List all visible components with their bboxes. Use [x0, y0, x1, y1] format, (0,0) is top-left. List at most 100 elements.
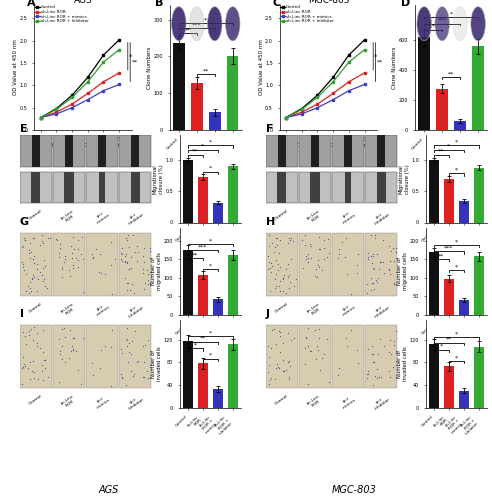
Text: *: *	[455, 332, 458, 336]
Point	[284, 239, 292, 247]
Text: sh+
mimics: sh+ mimics	[339, 394, 357, 409]
Point	[89, 370, 96, 378]
Point	[389, 362, 397, 370]
Point	[379, 236, 387, 244]
Point	[144, 270, 152, 278]
Point	[392, 244, 400, 252]
Point	[74, 245, 82, 253]
Text: sh+
Inhibitor: sh+ Inhibitor	[371, 394, 391, 411]
Point	[139, 269, 147, 277]
Point	[125, 339, 133, 347]
Bar	[183, 250, 192, 315]
Point	[364, 370, 371, 378]
Point	[387, 350, 395, 358]
Point	[133, 242, 141, 250]
Point	[68, 254, 76, 262]
Point	[89, 358, 96, 366]
Point	[67, 249, 75, 257]
Point	[284, 358, 292, 366]
Point	[25, 290, 33, 298]
Point	[369, 381, 377, 389]
Point	[392, 350, 400, 358]
Point	[117, 370, 124, 378]
Point	[272, 364, 279, 372]
Point	[369, 279, 377, 287]
Bar	[376, 172, 386, 203]
Point	[66, 272, 74, 280]
Point	[279, 340, 287, 347]
Point	[318, 354, 326, 362]
Point	[33, 287, 41, 295]
Bar	[120, 172, 151, 203]
Point	[371, 232, 379, 239]
Point	[127, 368, 135, 376]
Point	[46, 234, 54, 242]
Bar	[86, 135, 118, 166]
Point	[31, 252, 38, 260]
Point	[77, 380, 85, 388]
Point	[386, 270, 394, 278]
Point	[368, 232, 375, 239]
Point	[144, 276, 152, 283]
Point	[39, 238, 47, 246]
Point	[74, 366, 82, 374]
Point	[55, 334, 63, 342]
Point	[386, 336, 394, 344]
Point	[264, 265, 272, 273]
Point	[22, 236, 30, 244]
Point	[69, 234, 77, 241]
Point	[25, 246, 32, 254]
Bar	[459, 390, 469, 407]
Point	[368, 274, 375, 282]
Point	[38, 231, 46, 239]
Point	[374, 266, 382, 274]
Point	[79, 334, 87, 342]
Bar	[20, 172, 52, 203]
Point	[30, 274, 38, 281]
Text: **: **	[438, 149, 444, 154]
Text: *: *	[455, 264, 458, 270]
Point	[304, 254, 312, 262]
Bar	[213, 300, 223, 315]
Text: ***: ***	[198, 244, 208, 250]
Point	[118, 374, 125, 382]
Point	[312, 356, 320, 364]
Point	[127, 264, 135, 272]
Text: **: **	[192, 252, 198, 257]
Point	[40, 275, 48, 283]
Text: sh+
mimics: sh+ mimics	[93, 394, 111, 409]
Point	[285, 284, 293, 292]
Bar	[64, 172, 74, 203]
Point	[68, 342, 76, 350]
Point	[41, 262, 49, 270]
Point	[108, 290, 116, 298]
Point	[118, 250, 125, 258]
Bar	[209, 112, 220, 130]
Point	[369, 260, 376, 268]
Point	[65, 266, 73, 274]
Point	[146, 244, 154, 252]
Bar	[418, 38, 430, 130]
Point	[123, 279, 131, 287]
Point	[20, 234, 28, 242]
Point	[56, 244, 64, 252]
Point	[277, 263, 284, 271]
Bar	[266, 172, 298, 203]
Point	[343, 270, 351, 278]
Point	[22, 332, 30, 340]
Y-axis label: Number of
migrated cells: Number of migrated cells	[152, 252, 162, 290]
Point	[285, 271, 293, 279]
Point	[118, 257, 125, 265]
Point	[43, 284, 51, 292]
Point	[34, 275, 42, 283]
Point	[273, 360, 280, 368]
Point	[39, 277, 47, 285]
Point	[19, 352, 27, 360]
Point	[67, 242, 75, 250]
Bar	[173, 42, 184, 130]
Point	[267, 268, 275, 276]
Point	[274, 363, 281, 371]
Bar	[332, 135, 364, 166]
Point	[77, 250, 85, 258]
Point	[311, 326, 319, 334]
